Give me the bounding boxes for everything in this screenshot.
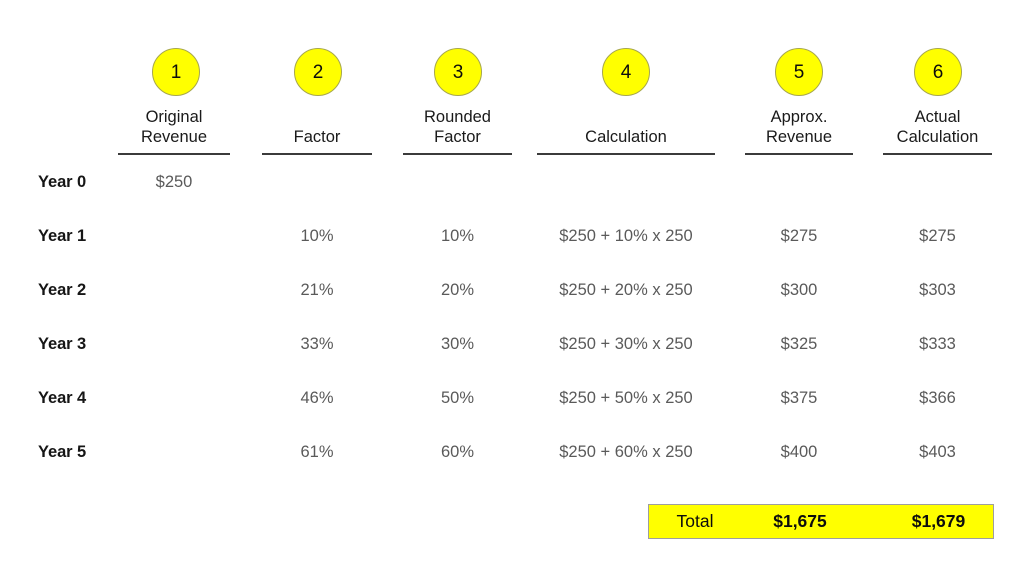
cell-year1-actual-calculation: $275 (919, 227, 956, 245)
total-approx-revenue: $1,675 (773, 511, 827, 531)
row-label-year-5: Year 5 (38, 443, 87, 461)
column-badge-4: 4 (602, 48, 650, 96)
cell-year4-calculation: $250 + 50% x 250 (559, 389, 693, 407)
column-header-actual-calculation: Actual Calculation (883, 107, 992, 155)
cell-year1-rounded-factor: 10% (440, 227, 475, 245)
column-badge-label: 4 (620, 61, 632, 83)
column-header-factor: Factor (262, 127, 372, 155)
column-badge-label: 6 (932, 61, 944, 83)
column-header-original-revenue: Original Revenue (118, 107, 230, 155)
total-row-highlight: Total $1,675 $1,679 (648, 504, 994, 539)
cell-year5-rounded-factor: 60% (440, 443, 475, 461)
cell-year5-calculation: $250 + 60% x 250 (559, 443, 693, 461)
cell-year2-factor: 21% (300, 281, 334, 299)
cell-year5-approx-revenue: $400 (780, 443, 818, 461)
cell-year0-original-revenue: $250 (155, 173, 193, 191)
cell-year3-calculation: $250 + 30% x 250 (559, 335, 693, 353)
column-header-rounded-factor: Rounded Factor (403, 107, 512, 155)
row-label-year-4: Year 4 (38, 389, 87, 407)
column-badge-label: 2 (312, 61, 324, 83)
column-badge-1: 1 (152, 48, 200, 96)
column-badge-3: 3 (434, 48, 482, 96)
cell-year3-actual-calculation: $333 (919, 335, 956, 353)
cell-year4-rounded-factor: 50% (440, 389, 475, 407)
column-badge-label: 1 (170, 61, 182, 83)
row-label-year-0: Year 0 (38, 173, 87, 191)
column-header-approx-revenue: Approx. Revenue (745, 107, 853, 155)
cell-year2-actual-calculation: $303 (919, 281, 956, 299)
cell-year1-approx-revenue: $275 (780, 227, 818, 245)
row-label-year-2: Year 2 (38, 281, 87, 299)
cell-year3-factor: 33% (300, 335, 334, 353)
column-badge-6: 6 (914, 48, 962, 96)
cell-year5-factor: 61% (300, 443, 334, 461)
row-label-year-3: Year 3 (38, 335, 87, 353)
cell-year3-rounded-factor: 30% (440, 335, 475, 353)
column-header-calculation: Calculation (537, 127, 715, 155)
column-badge-label: 3 (452, 61, 464, 83)
cell-year2-approx-revenue: $300 (780, 281, 818, 299)
cell-year4-approx-revenue: $375 (780, 389, 818, 407)
cell-year1-calculation: $250 + 10% x 250 (559, 227, 693, 245)
cell-year1-factor: 10% (300, 227, 334, 245)
cell-year5-actual-calculation: $403 (919, 443, 956, 461)
column-badge-5: 5 (775, 48, 823, 96)
row-label-year-1: Year 1 (38, 227, 87, 245)
cell-year2-calculation: $250 + 20% x 250 (559, 281, 693, 299)
cell-year2-rounded-factor: 20% (440, 281, 475, 299)
column-badge-label: 5 (793, 61, 805, 83)
cell-year4-factor: 46% (300, 389, 334, 407)
total-actual-calculation: $1,679 (911, 511, 966, 531)
total-row-label: Total (676, 511, 714, 531)
column-badge-2: 2 (294, 48, 342, 96)
cell-year4-actual-calculation: $366 (919, 389, 956, 407)
cell-year3-approx-revenue: $325 (780, 335, 818, 353)
